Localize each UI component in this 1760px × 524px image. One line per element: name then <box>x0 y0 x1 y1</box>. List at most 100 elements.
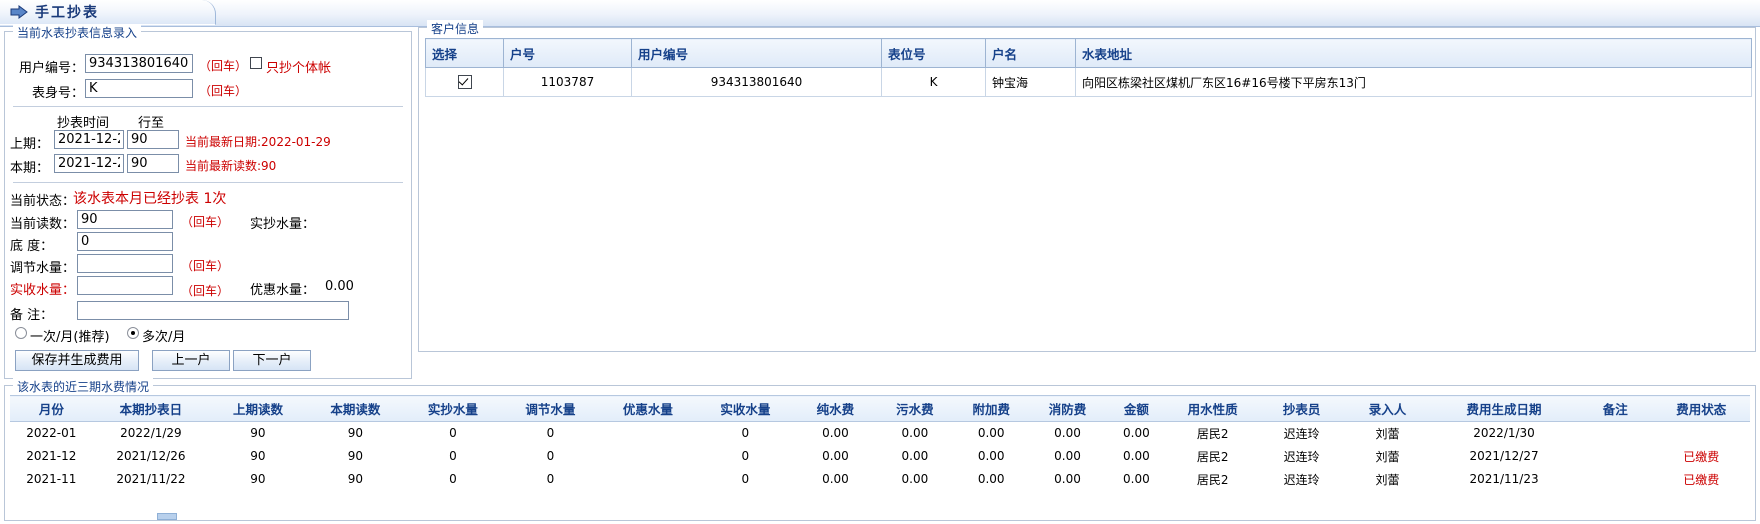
history-col-3[interactable]: 本期读数 <box>306 395 405 422</box>
history-col-10[interactable]: 附加费 <box>953 395 1030 422</box>
radio-many-per-month[interactable] <box>127 327 139 339</box>
history-col-7[interactable]: 实收水量 <box>696 395 795 422</box>
table-row[interactable]: 1103787 934313801640 K 钟宝海 向阳区栋梁社区煤机厂东区1… <box>425 67 1752 97</box>
cur-period-date-input[interactable] <box>54 154 124 173</box>
remark-input[interactable] <box>77 301 349 320</box>
history-cell-18 <box>1652 421 1750 445</box>
row-select-cell[interactable] <box>425 67 504 97</box>
tab-manual-meter-reading[interactable]: 手工抄表 <box>0 0 216 25</box>
history-table-wrapper: 月份 本期抄表日 上期读数 本期读数 实抄水量 调节水量 优惠水量 实收水量 纯水费 污水费 附加费… <box>10 395 1750 491</box>
col-user-no[interactable]: 用户编号 <box>631 38 882 68</box>
prev-period-label: 上期： <box>10 137 50 152</box>
history-cell-16: 2021/11/23 <box>1429 467 1579 491</box>
history-col-0[interactable]: 月份 <box>10 395 93 422</box>
radio-many-per-month-label: 多次/月 <box>142 330 186 345</box>
walk-to-column-label: 行至 <box>138 116 165 131</box>
history-col-13[interactable]: 用水性质 <box>1167 395 1259 422</box>
status-label: 当前状态： <box>10 194 76 209</box>
history-cell-14: 迟连玲 <box>1258 421 1346 445</box>
base-value-label: 底 度： <box>10 239 54 254</box>
history-col-16[interactable]: 费用生成日期 <box>1429 395 1579 422</box>
history-col-2[interactable]: 上期读数 <box>209 395 307 422</box>
actual-read-volume-label: 实抄水量： <box>250 217 316 232</box>
table-row[interactable]: 2021-11 2021/11/22 90 90 0 0 0 0.00 0.00 0.00 0.00… <box>10 467 1750 491</box>
adjust-volume-input[interactable] <box>77 254 173 273</box>
row-select-checkbox[interactable] <box>457 75 472 90</box>
history-cell-12: 0.00 <box>1105 421 1168 445</box>
only-private-checkbox[interactable] <box>250 57 262 69</box>
radio-once-per-month[interactable] <box>15 327 27 339</box>
status-value: 该水表本月已经抄表 1次 <box>73 191 227 207</box>
history-cell-9: 0.00 <box>876 444 954 468</box>
table-row[interactable]: 2021-12 2021/12/26 90 90 0 0 0 0.00 0.00 0.00 0.00… <box>10 444 1750 468</box>
col-select[interactable]: 选择 <box>425 38 504 68</box>
history-cell-18: 已缴费 <box>1652 444 1750 468</box>
history-cell-5: 0 <box>501 444 600 468</box>
history-col-17[interactable]: 备注 <box>1578 395 1653 422</box>
customer-table-header-row: 选择 户号 用户编号 表位号 户名 水表地址 <box>425 38 1752 68</box>
history-col-4[interactable]: 实抄水量 <box>404 395 502 422</box>
divider-2 <box>13 182 403 183</box>
history-col-8[interactable]: 纯水费 <box>794 395 877 422</box>
history-cell-7: 0 <box>696 444 795 468</box>
history-cell-12: 0.00 <box>1105 444 1168 468</box>
divider-1 <box>13 106 403 107</box>
col-meter-address[interactable]: 水表地址 <box>1075 38 1752 68</box>
history-cell-7: 0 <box>696 467 795 491</box>
history-table-body: 2022-01 2022/1/29 90 90 0 0 0 0.00 0.00 0.00 0.00 0… <box>10 421 1750 491</box>
user-no-label: 用户编号： <box>19 61 85 76</box>
current-reading-input[interactable] <box>77 210 173 229</box>
history-col-12[interactable]: 金额 <box>1105 395 1168 422</box>
history-table: 月份 本期抄表日 上期读数 本期读数 实抄水量 调节水量 优惠水量 实收水量 纯水费 污水费 附加费… <box>10 395 1750 491</box>
meter-body-label: 表身号： <box>32 86 85 101</box>
history-cell-0: 2022-01 <box>10 421 93 445</box>
base-value-input[interactable] <box>77 232 173 251</box>
history-cell-1: 2022/1/29 <box>92 421 210 445</box>
prev-period-reading-input[interactable] <box>127 130 179 149</box>
next-customer-button[interactable]: 下一户 <box>233 350 311 371</box>
previous-customer-button[interactable]: 上一户 <box>152 350 230 371</box>
adjust-volume-enter-hint: （回车） <box>181 259 230 273</box>
cell-customer-name: 钟宝海 <box>985 67 1076 97</box>
cur-period-label: 本期： <box>10 161 50 176</box>
history-col-9[interactable]: 污水费 <box>876 395 954 422</box>
horizontal-scrollbar-thumb[interactable] <box>157 513 177 520</box>
recent-water-fee-group: 该水表的近三期水费情况 月份 本期抄表日 上期读数 本期读数 实抄水量 调节水量 优惠水量实… <box>4 378 1756 521</box>
table-row[interactable]: 2022-01 2022/1/29 90 90 0 0 0 0.00 0.00 0.00 0.00 0… <box>10 421 1750 445</box>
history-cell-8: 0.00 <box>794 444 877 468</box>
cur-period-reading-input[interactable] <box>127 154 179 173</box>
window-titlebar: 手工抄表 <box>0 0 1760 27</box>
history-col-1[interactable]: 本期抄表日 <box>92 395 210 422</box>
history-table-header-row: 月份 本期抄表日 上期读数 本期读数 实抄水量 调节水量 优惠水量 实收水量 纯水费 污水费 附加费… <box>10 395 1750 422</box>
history-cell-6 <box>599 421 697 445</box>
cell-account-no: 1103787 <box>503 67 632 97</box>
current-reading-enter-hint: （回车） <box>181 215 230 229</box>
history-col-15[interactable]: 录入人 <box>1345 395 1430 422</box>
meter-body-input[interactable] <box>85 79 193 98</box>
col-meter-position[interactable]: 表位号 <box>881 38 986 68</box>
history-col-11[interactable]: 消防费 <box>1029 395 1106 422</box>
customer-table-wrapper: 选择 户号 用户编号 表位号 户名 水表地址 1103787 9343 <box>425 38 1752 97</box>
recent-water-fee-legend: 该水表的近三期水费情况 <box>13 378 154 395</box>
prev-period-date-input[interactable] <box>54 130 124 149</box>
history-cell-1: 2021/11/22 <box>92 467 210 491</box>
history-cell-14: 迟连玲 <box>1258 444 1346 468</box>
history-cell-18: 已缴费 <box>1652 467 1750 491</box>
history-cell-5: 0 <box>501 421 600 445</box>
history-col-6[interactable]: 优惠水量 <box>599 395 697 422</box>
history-cell-3: 90 <box>306 444 405 468</box>
user-no-input[interactable] <box>85 54 193 73</box>
col-customer-name[interactable]: 户名 <box>985 38 1076 68</box>
history-col-14[interactable]: 抄表员 <box>1258 395 1346 422</box>
received-volume-input[interactable] <box>77 276 173 295</box>
only-private-label: 只抄个体帐 <box>266 61 332 76</box>
history-cell-13: 居民2 <box>1167 421 1259 445</box>
history-col-5[interactable]: 调节水量 <box>501 395 600 422</box>
history-col-18[interactable]: 费用状态 <box>1652 395 1750 422</box>
col-account-no[interactable]: 户号 <box>503 38 632 68</box>
save-and-generate-fee-button[interactable]: 保存并生成费用 <box>15 350 139 371</box>
cell-meter-address: 向阳区栋梁社区煤机厂东区16#16号楼下平房东13门 <box>1075 67 1752 97</box>
history-cell-0: 2021-12 <box>10 444 93 468</box>
history-cell-11: 0.00 <box>1029 467 1106 491</box>
history-cell-13: 居民2 <box>1167 444 1259 468</box>
